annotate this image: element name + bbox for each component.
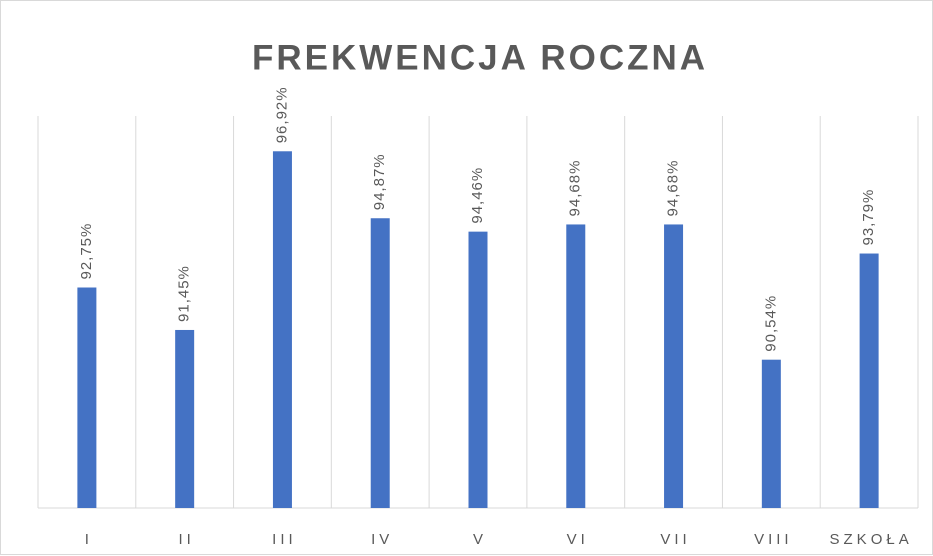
bar: [761, 359, 781, 508]
bar: [77, 287, 97, 508]
x-tick-label: V: [473, 531, 487, 548]
data-label: 90,54%: [762, 295, 779, 352]
data-label: 94,68%: [567, 160, 584, 217]
bar: [468, 231, 488, 508]
x-tick-label: II: [178, 531, 194, 548]
bar: [566, 224, 586, 508]
bar: [175, 329, 195, 508]
data-label: 93,79%: [860, 189, 877, 246]
bar: [664, 224, 684, 508]
data-label: 94,46%: [469, 167, 486, 224]
bar: [859, 253, 879, 508]
chart-title: FREKWENCJA ROCZNA: [252, 38, 708, 77]
x-tick-label: I: [85, 531, 93, 548]
x-tick-label: SZKOŁA: [830, 531, 913, 548]
x-tick-label: VI: [567, 531, 589, 548]
x-tick-label: VIII: [754, 531, 793, 548]
x-tick-label: IV: [371, 531, 393, 548]
data-label: 94,87%: [371, 153, 388, 210]
x-tick-label: VII: [660, 531, 690, 548]
data-label: 94,68%: [665, 160, 682, 217]
bar: [370, 218, 390, 508]
data-label: 96,92%: [273, 86, 290, 143]
data-label: 91,45%: [176, 265, 193, 322]
data-label: 92,75%: [78, 223, 95, 280]
bar: [272, 151, 292, 508]
x-tick-label: III: [272, 531, 297, 548]
